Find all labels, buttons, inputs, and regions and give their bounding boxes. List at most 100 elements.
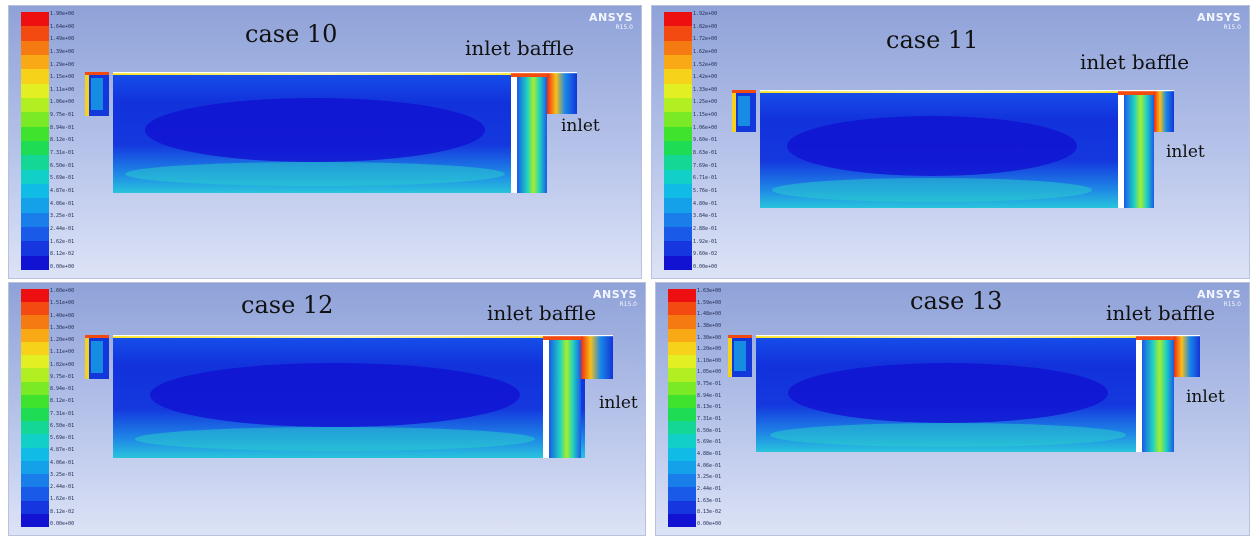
ansys-logo: ANSYS R15.0	[1196, 11, 1241, 32]
legend-swatch	[21, 381, 49, 395]
legend-tick-label: 8.13e-02	[697, 509, 722, 516]
legend-tick-label: 1.62e+00	[693, 48, 718, 55]
legend-tick-label: 1.06e+00	[50, 99, 75, 106]
legend-tick-label: 7.31e-01	[50, 410, 75, 417]
legend-swatch	[21, 289, 49, 303]
inlet-baffle-label: inlet baffle	[1106, 301, 1216, 325]
legend-swatch	[21, 241, 49, 256]
legend-swatch	[21, 26, 49, 41]
legend-tick-label: 1.48e+00	[697, 311, 722, 318]
legend-swatch	[21, 212, 49, 227]
legend-tick-label: 0.00e+00	[50, 263, 75, 270]
legend-tick-label: 4.06e-01	[50, 200, 75, 207]
ansys-logo: ANSYS R15.0	[588, 11, 633, 32]
legend-swatch	[664, 12, 692, 27]
inlet-baffle-label: inlet baffle	[487, 301, 597, 325]
case-title: case 10	[245, 20, 338, 48]
legend-swatch	[664, 226, 692, 242]
legend-tick-label: 8.12e-02	[50, 251, 75, 258]
legend-tick-label: 3.25e-01	[697, 474, 722, 481]
legend-tick-label: 1.38e+00	[697, 322, 722, 329]
color-legend: 1.90e+00 1.64e+00 1.49e+00 1.39e+00 1.29e+00…	[21, 12, 81, 270]
legend-tick-label: 4.88e-01	[697, 450, 722, 457]
panel-case-10: 1.90e+00 1.64e+00 1.49e+00 1.39e+00 1.29e+00…	[8, 5, 642, 279]
legend-swatch	[664, 83, 692, 98]
velocity-contour	[728, 335, 1200, 452]
legend-swatch	[668, 447, 696, 461]
legend-tick-label: 1.49e+00	[50, 36, 75, 43]
legend-tick-label: 7.31e-01	[50, 150, 75, 157]
legend-tick-label: 1.52e+00	[693, 61, 718, 68]
legend-tick-label: 3.25e-01	[50, 213, 75, 220]
panel-case-13: 1.63e+00 1.59e+00 1.48e+00 1.38e+00 1.30e+00…	[655, 282, 1250, 536]
legend-tick-label: 1.02e+00	[50, 361, 75, 368]
legend-swatch	[21, 126, 49, 141]
legend-swatch	[664, 140, 692, 156]
legend-tick-label: 1.15e+00	[693, 112, 718, 119]
legend-swatch	[21, 421, 49, 435]
velocity-contour	[85, 72, 577, 193]
legend-tick-label: 1.42e+00	[693, 74, 718, 81]
legend-tick-label: 1.64e+00	[50, 23, 75, 30]
velocity-contour	[732, 90, 1174, 208]
legend-tick-label: 1.59e+00	[697, 299, 722, 306]
legend-swatch	[21, 97, 49, 113]
legend-tick-label: 1.25e+00	[693, 99, 718, 106]
legend-tick-label: 1.82e+00	[693, 23, 718, 30]
legend-tick-label: 1.20e+00	[50, 337, 75, 343]
legend-swatch	[21, 513, 49, 527]
legend-swatch	[664, 183, 692, 199]
legend-tick-label: 8.94e-01	[697, 392, 722, 399]
legend-tick-label: 4.80e-01	[693, 200, 718, 207]
legend-swatch	[664, 212, 692, 227]
legend-tick-label: 1.62e-01	[50, 238, 75, 245]
legend-swatch	[21, 328, 49, 342]
ansys-logo: ANSYS R15.0	[592, 288, 637, 309]
legend-tick-label: 0.00e+00	[693, 263, 718, 270]
legend-tick-label: 1.72e+00	[693, 36, 718, 43]
legend-swatch	[21, 169, 49, 184]
legend-ticks: 1.90e+00 1.64e+00 1.49e+00 1.39e+00 1.29e+00…	[50, 12, 84, 270]
legend-tick-label: 5.69e-01	[50, 175, 75, 182]
legend-swatch	[21, 315, 49, 329]
legend-tick-label: 7.31e-01	[697, 416, 722, 423]
legend-tick-label: 1.11e+00	[50, 86, 75, 93]
legend-swatch	[668, 315, 696, 329]
legend-tick-label: 2.44e-01	[50, 225, 75, 232]
legend-tick-label: 4.06e-01	[697, 462, 722, 469]
legend-tick-label: 1.33e+00	[693, 86, 718, 93]
legend-swatch	[664, 198, 692, 213]
legend-tick-label: 4.06e-01	[50, 459, 75, 466]
legend-swatch	[21, 198, 49, 213]
legend-swatch	[668, 289, 696, 303]
legend-swatch	[668, 302, 696, 316]
legend-swatch	[664, 241, 692, 256]
legend-swatch	[668, 513, 696, 527]
legend-swatch	[21, 255, 49, 270]
legend-tick-label: 2.44e-01	[50, 484, 75, 490]
legend-tick-label: 1.11e+00	[50, 349, 75, 356]
panel-case-11: 1.92e+00 1.82e+00 1.72e+00 1.62e+00 1.52e+00…	[651, 5, 1250, 279]
case-title: case 12	[241, 291, 334, 319]
legend-colorbar	[664, 12, 692, 270]
legend-swatch	[21, 341, 49, 356]
legend-swatch	[21, 302, 49, 316]
legend-swatch	[21, 487, 49, 501]
legend-swatch	[668, 421, 696, 435]
legend-swatch	[21, 54, 49, 70]
legend-swatch	[664, 155, 692, 170]
velocity-contour	[85, 335, 613, 458]
legend-tick-label: 9.75e-01	[697, 381, 722, 388]
legend-swatch	[21, 226, 49, 242]
legend-tick-label: 1.29e+00	[50, 61, 75, 68]
case-title: case 13	[910, 287, 1003, 315]
legend-swatch	[21, 40, 49, 55]
legend-swatch	[21, 355, 49, 369]
legend-tick-label: 6.71e-01	[693, 175, 718, 182]
legend-ticks: 1.63e+00 1.59e+00 1.48e+00 1.38e+00 1.30e+00…	[697, 289, 731, 527]
legend-swatch	[668, 328, 696, 342]
inlet-label: inlet	[561, 116, 600, 136]
legend-tick-label: 8.12e-02	[50, 508, 75, 515]
legend-tick-label: 1.51e+00	[50, 300, 75, 307]
legend-swatch	[664, 97, 692, 113]
